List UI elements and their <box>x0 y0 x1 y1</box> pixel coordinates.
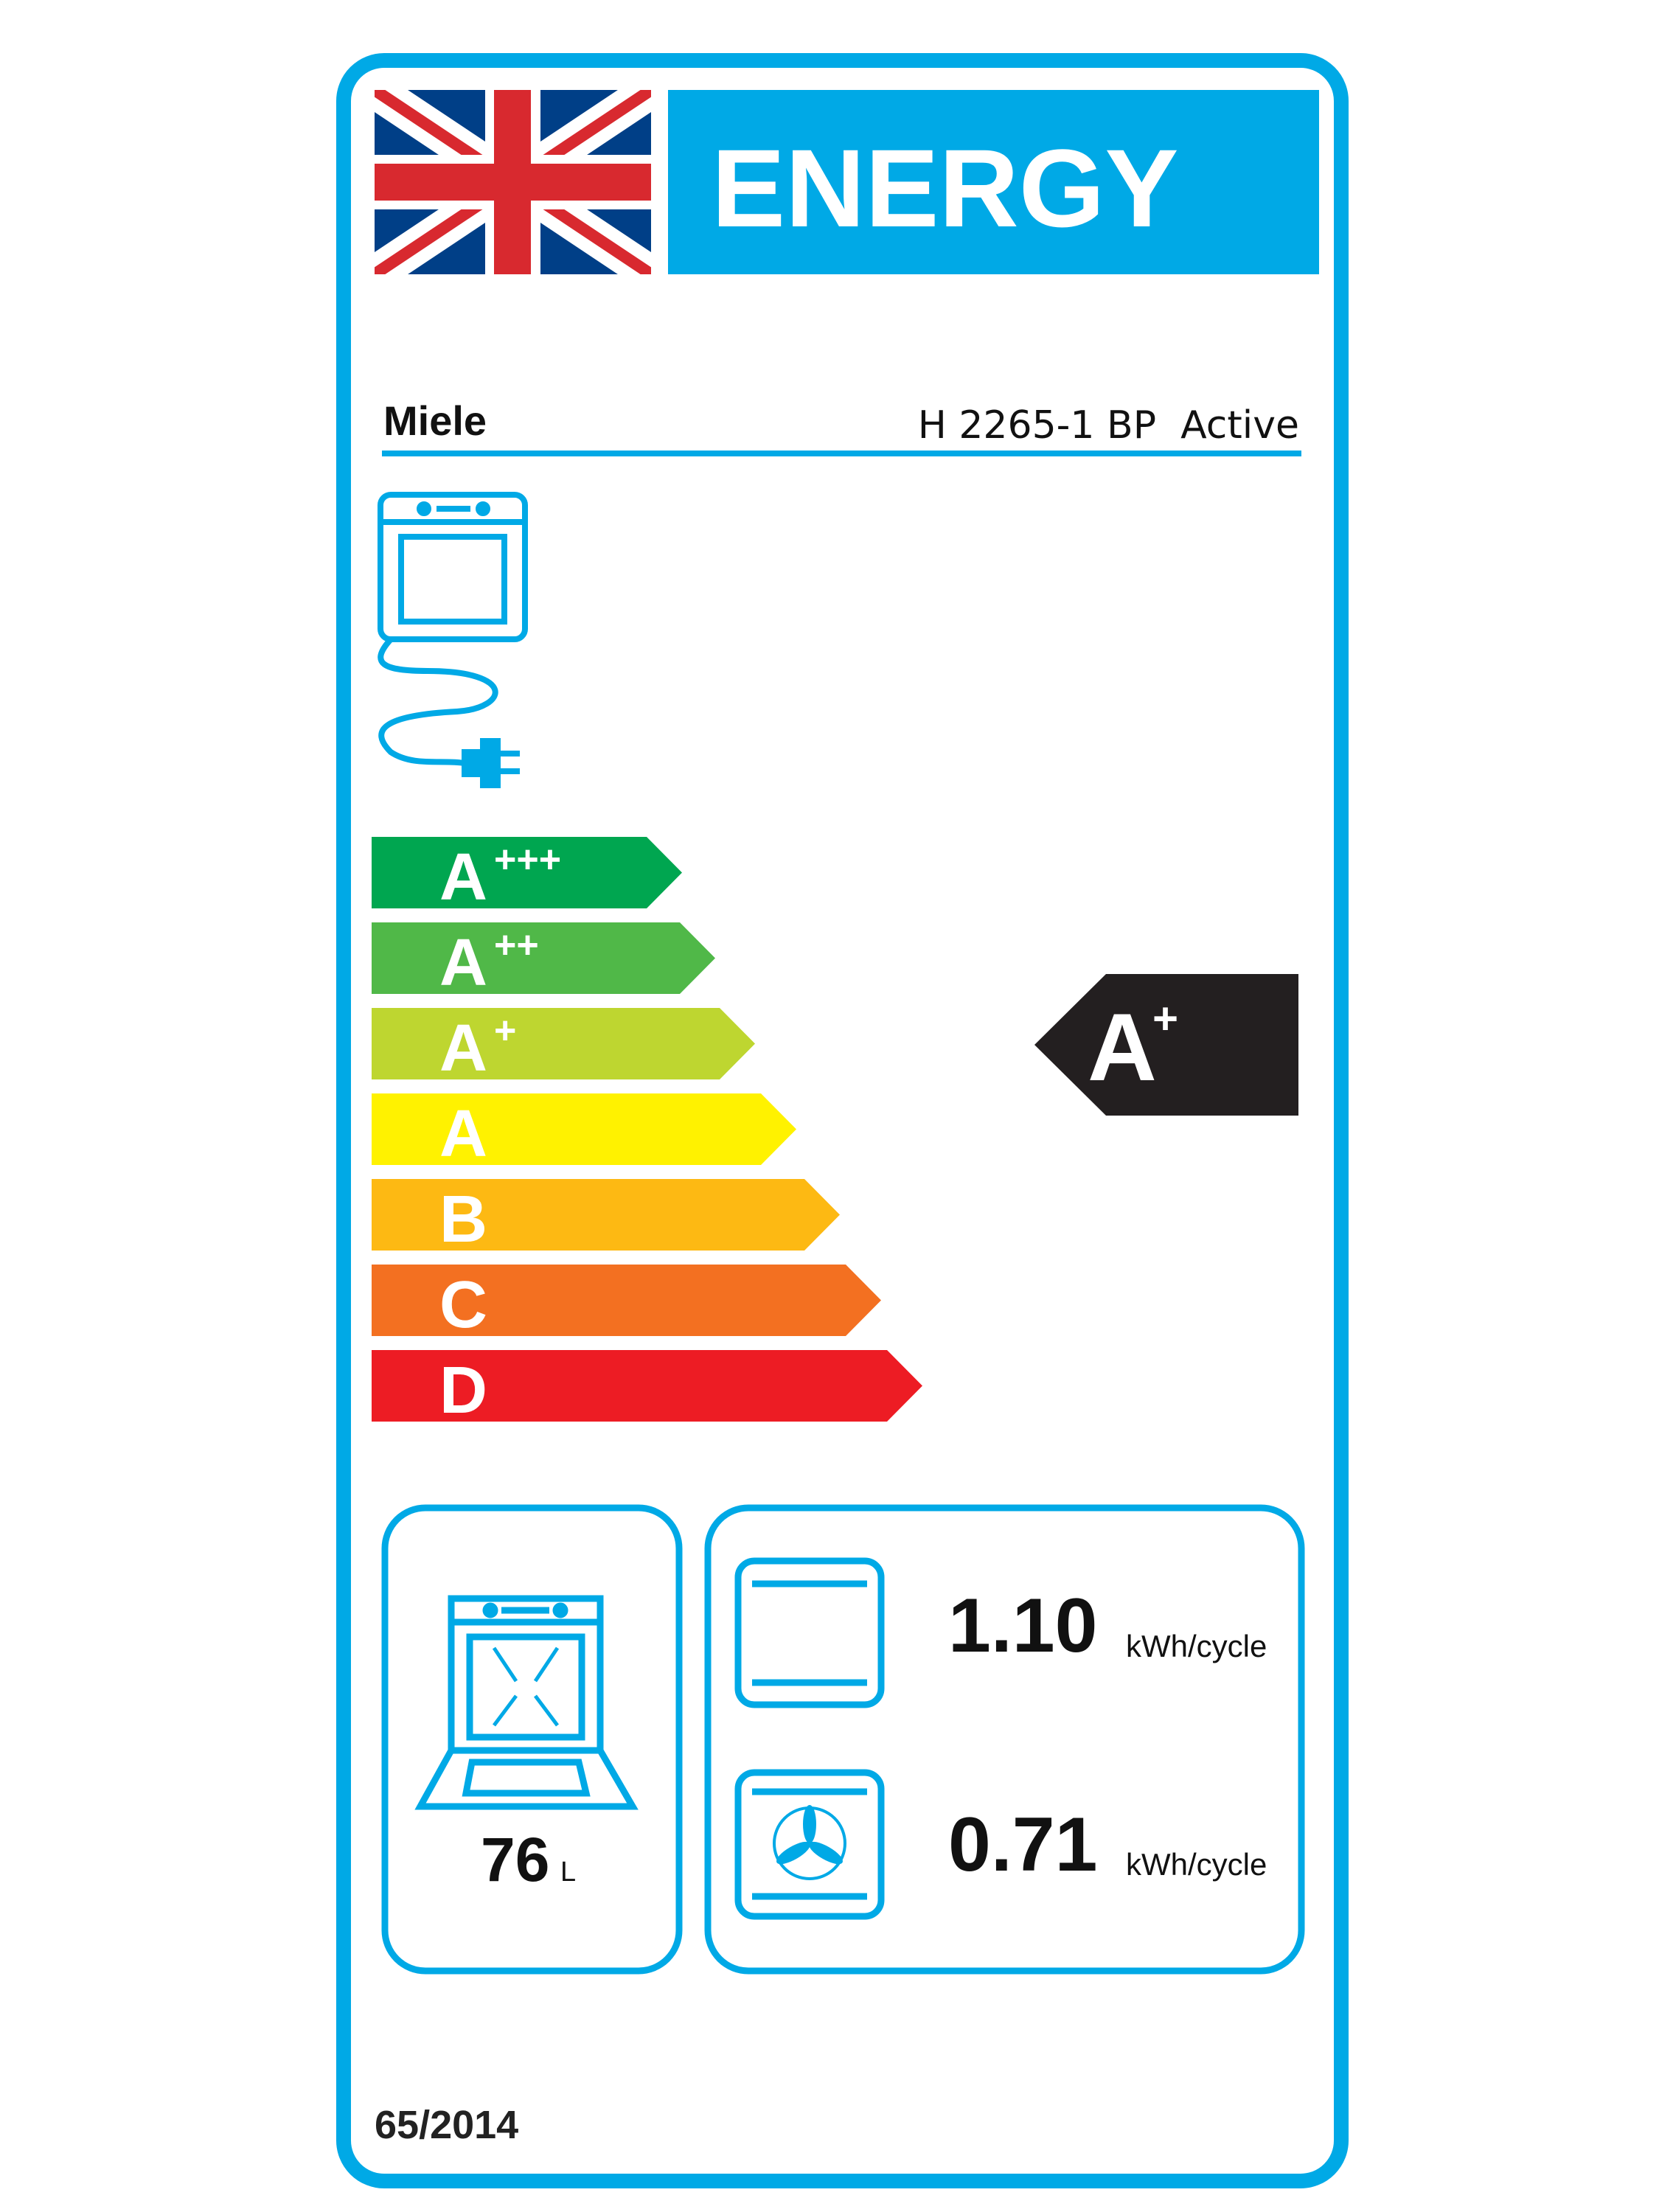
volume-value: 76 <box>481 1825 549 1894</box>
class-letter: A <box>439 1012 487 1085</box>
energy-banner <box>668 90 1319 274</box>
class-bar-2: A + <box>372 1008 755 1085</box>
class-plus: ++ <box>494 924 539 967</box>
class-bar-shape <box>372 1008 755 1079</box>
class-bar-3: A <box>372 1093 796 1171</box>
label-border <box>336 53 1349 2188</box>
class-bar-shape <box>372 1179 840 1251</box>
class-bar-0: A +++ <box>372 837 682 914</box>
class-letter: C <box>439 1268 487 1342</box>
electric-oven-icon <box>378 492 528 788</box>
rating-plus: + <box>1152 994 1178 1043</box>
header-divider <box>382 451 1301 456</box>
class-bar-4: B <box>372 1179 840 1256</box>
fan-forced-value: 0.71 <box>948 1802 1097 1888</box>
energy-title: ENERGY <box>712 126 1178 250</box>
class-bar-5: C <box>372 1265 881 1342</box>
rating-letter: A <box>1088 993 1157 1101</box>
class-bar-shape <box>372 1093 796 1165</box>
class-letter: D <box>439 1354 487 1427</box>
class-bar-shape <box>372 1265 881 1336</box>
fan-forced-unit: kWh/cycle <box>1126 1847 1267 1882</box>
oven-volume-icon <box>414 1595 639 1810</box>
class-letter: B <box>439 1183 487 1256</box>
class-bar-1: A ++ <box>372 922 715 1000</box>
fan-forced-icon <box>734 1769 885 1920</box>
regulation-number: 65/2014 <box>375 2103 518 2147</box>
conventional-heating-icon <box>734 1557 885 1708</box>
class-bar-6: D <box>372 1350 922 1427</box>
class-letter: A <box>439 1097 487 1171</box>
class-bar-shape <box>372 1350 922 1422</box>
class-plus: + <box>494 1009 516 1052</box>
model-name: H 2265-1 BP Active <box>918 403 1299 448</box>
conventional-value: 1.10 <box>948 1583 1097 1669</box>
class-bar-shape <box>372 837 682 908</box>
volume-box <box>381 1504 683 1975</box>
volume-unit: L <box>560 1857 576 1888</box>
conventional-unit: kWh/cycle <box>1126 1629 1267 1663</box>
rating-arrow: A + <box>1034 974 1298 1116</box>
class-bar-shape <box>372 922 715 994</box>
class-letter: A <box>439 926 487 1000</box>
class-letter: A <box>439 841 487 914</box>
uk-flag-icon <box>375 90 651 274</box>
supplier-name: Miele <box>383 397 487 444</box>
class-plus: +++ <box>494 838 561 881</box>
consumption-box <box>704 1504 1305 1975</box>
